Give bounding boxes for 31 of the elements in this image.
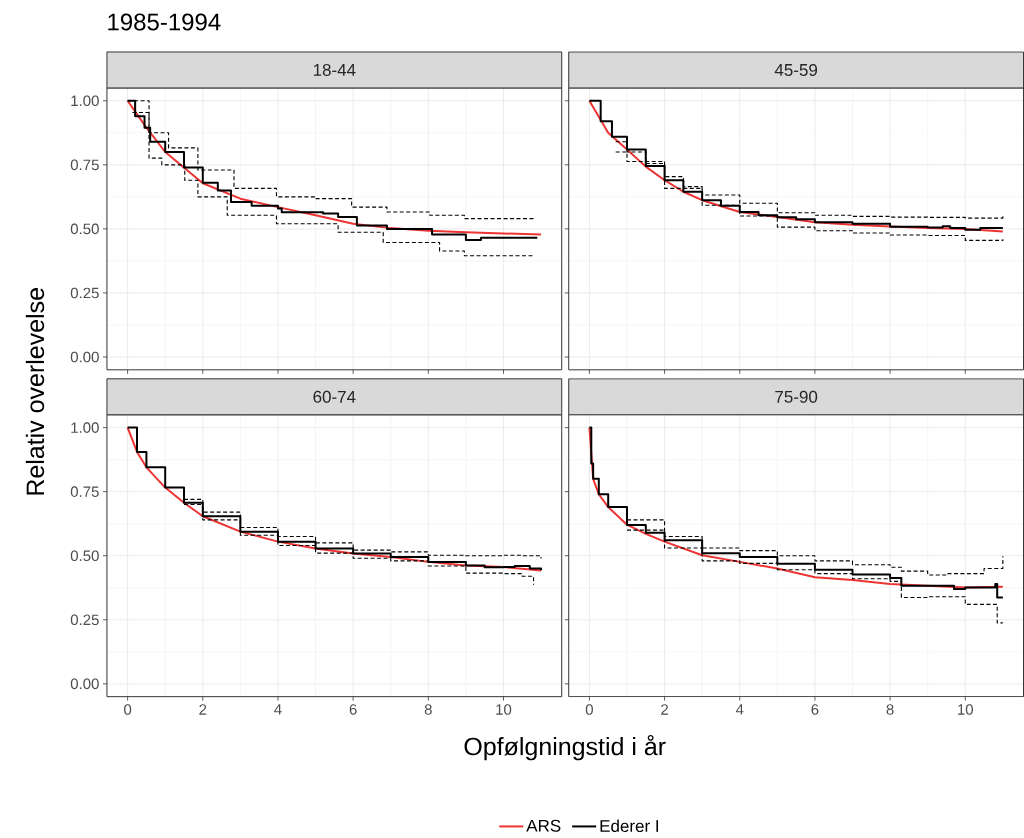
chart-subtitle: 45-59 <box>774 64 818 77</box>
y-tick-label: 0.50 <box>70 550 99 562</box>
x-tick-label: 2 <box>199 704 207 715</box>
x-tick-label: 10 <box>496 704 512 715</box>
chart-subtitle: 75-90 <box>775 390 818 404</box>
y-tick-label: 0.00 <box>70 678 99 690</box>
y-tick-label: 0.00 <box>70 351 99 363</box>
legend-label: ARS <box>526 819 561 832</box>
x-tick-label: 8 <box>424 704 432 715</box>
x-tick-label: 0 <box>585 704 593 715</box>
y-tick-label: 1.00 <box>71 422 99 434</box>
y-tick-label: 0.50 <box>70 223 99 235</box>
chart-subtitle: 60-74 <box>313 390 356 404</box>
y-tick-label: 0.75 <box>70 159 99 171</box>
legend-label: Ederer I <box>600 819 658 833</box>
y-tick-label: 0.75 <box>70 486 99 498</box>
x-axis-title: Opfølgningstid i år <box>464 735 666 761</box>
chart-subtitle: 18-44 <box>313 64 356 77</box>
x-tick-label: 8 <box>886 704 894 715</box>
y-tick-label: 0.25 <box>70 614 99 626</box>
x-tick-label: 0 <box>124 704 132 715</box>
x-tick-label: 6 <box>811 704 819 715</box>
y-axis-title: Relativ overlevelse <box>25 288 45 495</box>
chart-title: 1985-1994 <box>108 13 221 31</box>
x-tick-label: 2 <box>661 704 668 715</box>
x-tick-label: 4 <box>274 704 282 715</box>
x-tick-label: 10 <box>958 704 973 715</box>
x-tick-label: 6 <box>349 704 357 715</box>
y-tick-label: 1.00 <box>71 95 99 107</box>
x-tick-label: 4 <box>735 704 744 715</box>
y-tick-label: 0.25 <box>70 287 99 299</box>
